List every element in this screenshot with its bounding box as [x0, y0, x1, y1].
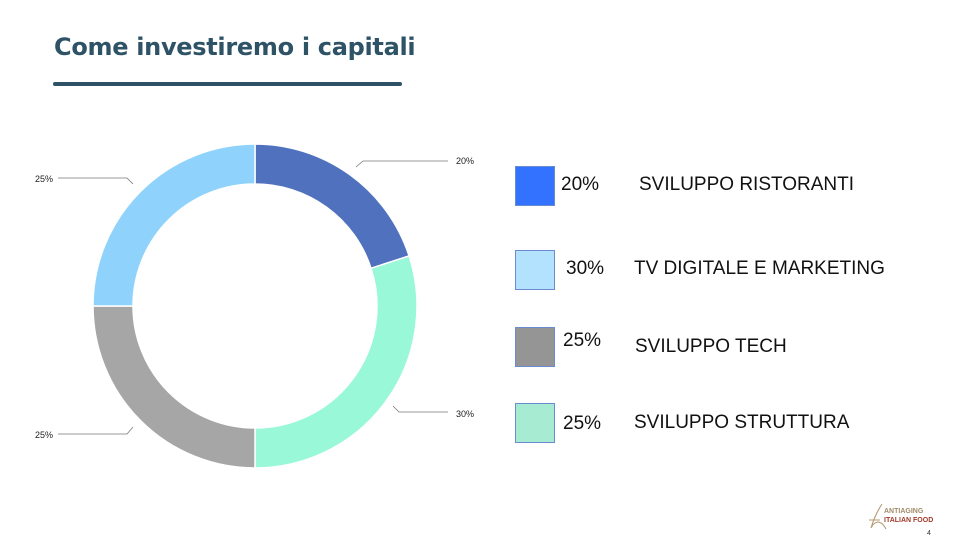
leader-line-bottom-right: [392, 405, 448, 413]
title-underline: [53, 82, 402, 86]
logo-text-line2: ITALIAN FOOD: [884, 517, 934, 524]
data-label-bottom-right: 30%: [456, 409, 474, 419]
data-label-top-right: 20%: [456, 156, 474, 166]
donut-segment: [92, 305, 256, 469]
leader-line-bottom-left: [58, 426, 134, 435]
slide-title: Come investiremo i capitali: [54, 33, 416, 61]
donut-segment: [254, 254, 418, 469]
data-label-top-left: 25%: [35, 174, 53, 184]
donut-segment: [254, 143, 411, 270]
logo-swirl-icon: [869, 503, 887, 530]
donut-segments: [92, 143, 418, 469]
logo-text-line1: ANTIAGING: [884, 508, 924, 515]
leader-lines: [58, 160, 448, 435]
company-logo: ANTIAGING ITALIAN FOOD: [868, 502, 943, 532]
data-label-bottom-left: 25%: [35, 430, 53, 440]
donut-segment: [92, 143, 256, 307]
leader-line-top-left: [58, 177, 134, 185]
page-number: 4: [927, 530, 931, 537]
leader-line-top-right: [355, 160, 448, 168]
